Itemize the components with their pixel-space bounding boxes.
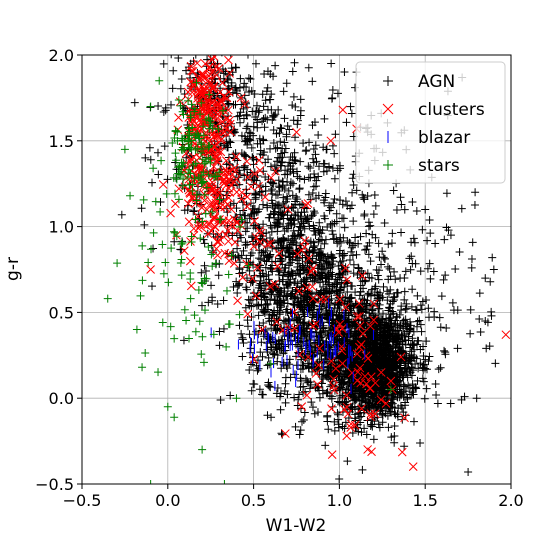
legend-label-clusters: clusters [418,100,485,120]
x-tick-label: 2.0 [498,491,523,510]
y-axis-label: g-r [3,257,23,281]
x-tick-label: 1.0 [327,491,352,510]
legend-label-blazar: blazar [418,128,470,148]
legend-label-agn: AGN [418,72,455,92]
y-tick-label: 2.0 [49,46,74,65]
legend-label-stars: stars [418,156,460,176]
y-tick-label: 1.0 [49,218,74,237]
y-tick-label: 0.0 [49,389,74,408]
x-tick-label: 1.5 [412,491,437,510]
x-axis-label: W1-W2 [266,516,327,536]
legend: AGN clusters blazar stars [356,62,505,183]
x-tick-label: 0.0 [155,491,180,510]
y-tick-label: 1.5 [49,132,74,151]
y-tick-label: 0.5 [49,303,74,322]
x-tick-label: 0.5 [241,491,266,510]
y-tick-label: −0.5 [35,475,74,494]
